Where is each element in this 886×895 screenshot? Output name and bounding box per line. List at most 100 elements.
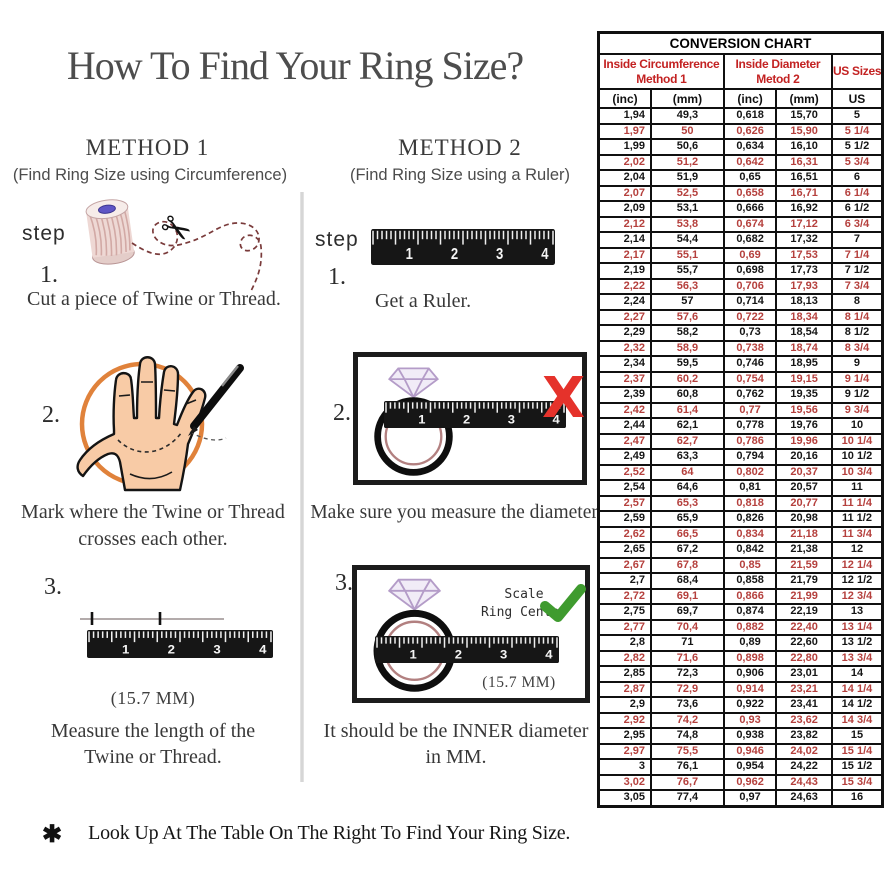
table-row: 3,02 76,7 0,962 24,43 15 3/4 (597, 773, 884, 791)
table-cell: 21,38 (775, 541, 833, 559)
table-cell: 0,882 (722, 618, 778, 636)
col-group-circumference: Inside Circumference Method 1 (597, 53, 725, 90)
table-cell: 15 3/4 (830, 773, 884, 791)
svg-text:2: 2 (455, 648, 462, 661)
table-cell: 1,97 (597, 122, 653, 140)
scissors-icon: ✂ (152, 204, 199, 254)
table-cell: 2,7 (597, 572, 653, 590)
table-cell: 2,67 (597, 556, 653, 574)
table-cell: 20,77 (775, 494, 833, 512)
table-cell: 5 1/2 (830, 138, 884, 156)
table-cell: 9 3/4 (830, 401, 884, 419)
table-cell: 55,1 (650, 246, 725, 264)
table-cell: 12 (830, 541, 884, 559)
table-cell: 18,34 (775, 308, 833, 326)
table-cell: 18,54 (775, 324, 833, 342)
method2-step3-caption-line2: in MM. (425, 746, 487, 768)
table-cell: 0,906 (722, 665, 778, 683)
table-cell: 1,99 (597, 138, 653, 156)
table-row: 2,29 58,2 0,73 18,54 8 1/2 (597, 324, 884, 342)
table-cell: 22,80 (775, 649, 833, 667)
table-row: 2,57 65,3 0,818 20,77 11 1/4 (597, 494, 884, 512)
col-group-us-sizes: US Sizes (830, 53, 884, 90)
table-cell: 23,41 (775, 696, 833, 714)
table-cell: 14 3/4 (830, 711, 884, 729)
table-cell: 21,59 (775, 556, 833, 574)
table-cell: 0,762 (722, 386, 778, 404)
table-cell: 14 (830, 665, 884, 683)
table-cell: 10 1/4 (830, 432, 884, 450)
table-cell: 2,77 (597, 618, 653, 636)
table-cell: 2,49 (597, 448, 653, 466)
table-cell: 74,2 (650, 711, 725, 729)
table-cell: 9 1/4 (830, 370, 884, 388)
table-cell: 1,94 (597, 107, 653, 125)
table-row: 2,12 53,8 0,674 17,12 6 3/4 (597, 215, 884, 233)
svg-text:2: 2 (168, 643, 175, 656)
table-cell: 2,04 (597, 169, 653, 187)
table-cell: 5 (830, 107, 884, 125)
table-cell: 15,70 (775, 107, 833, 125)
table-cell: 2,32 (597, 339, 653, 357)
method1-measurement-label: (15.7 MM) (110, 688, 196, 708)
table-cell: 11 (830, 479, 884, 497)
table-cell: 0,946 (722, 742, 778, 760)
table-row: 2,92 74,2 0,93 23,62 14 3/4 (597, 711, 884, 729)
table-cell: 19,35 (775, 386, 833, 404)
table-cell: 52,5 (650, 184, 725, 202)
table-cell: 2,14 (597, 231, 653, 249)
table-cell: 2,92 (597, 711, 653, 729)
table-cell: 0,658 (722, 184, 778, 202)
table-cell: 19,76 (775, 417, 833, 435)
table-cell: 20,57 (775, 479, 833, 497)
method1-step1-number: 1. (40, 262, 58, 288)
method2-step-label: step (315, 228, 359, 251)
table-cell: 2,27 (597, 308, 653, 326)
table-cell: 50 (650, 122, 725, 140)
table-row: 2,24 57 0,714 18,13 8 (597, 293, 884, 311)
table-cell: 0,778 (722, 417, 778, 435)
table-cell: 61,4 (650, 401, 725, 419)
table-cell: 20,16 (775, 448, 833, 466)
table-cell: 2,9 (597, 696, 653, 714)
table-row: 2,17 55,1 0,69 17,53 7 1/4 (597, 246, 884, 264)
table-cell: 13 1/2 (830, 634, 884, 652)
table-cell: 17,53 (775, 246, 833, 264)
method2-step2-caption: Make sure you measure the diameter. (310, 502, 602, 523)
table-cell: 6 (830, 169, 884, 187)
subheader-us: US (830, 88, 884, 109)
table-cell: 0,706 (722, 277, 778, 295)
table-cell: 0,842 (722, 541, 778, 559)
table-cell: 57 (650, 293, 725, 311)
table-cell: 12 1/2 (830, 572, 884, 590)
table-cell: 15 1/4 (830, 742, 884, 760)
table-cell: 2,82 (597, 649, 653, 667)
table-cell: 23,21 (775, 680, 833, 698)
table-cell: 20,98 (775, 510, 833, 528)
svg-text:1: 1 (122, 643, 129, 656)
table-cell: 0,866 (722, 587, 778, 605)
table-cell: 69,1 (650, 587, 725, 605)
conversion-chart: CONVERSION CHART Inside Circumference Me… (597, 31, 884, 808)
table-cell: 67,2 (650, 541, 725, 559)
table-cell: 0,65 (722, 169, 778, 187)
table-cell: 0,826 (722, 510, 778, 528)
table-cell: 0,722 (722, 308, 778, 326)
table-cell: 57,6 (650, 308, 725, 326)
table-cell: 22,19 (775, 603, 833, 621)
table-cell: 17,12 (775, 215, 833, 233)
table-row: 2,14 54,4 0,682 17,32 7 (597, 231, 884, 249)
table-cell: 0,666 (722, 200, 778, 218)
table-cell: 68,4 (650, 572, 725, 590)
table-cell: 21,79 (775, 572, 833, 590)
table-row: 2,87 72,9 0,914 23,21 14 1/4 (597, 680, 884, 698)
table-row: 2,49 63,3 0,794 20,16 10 1/2 (597, 448, 884, 466)
method2-measurement-label: (15.7 MM) (482, 674, 556, 691)
method2-step3-caption-line1: It should be the INNER diameter (323, 720, 589, 742)
ruler-illustration: 1 2 3 4 (384, 401, 566, 428)
table-cell: 23,62 (775, 711, 833, 729)
table-cell: 12 1/4 (830, 556, 884, 574)
table-row: 2,65 67,2 0,842 21,38 12 (597, 541, 884, 559)
subheader-mm-1: (mm) (650, 88, 725, 109)
